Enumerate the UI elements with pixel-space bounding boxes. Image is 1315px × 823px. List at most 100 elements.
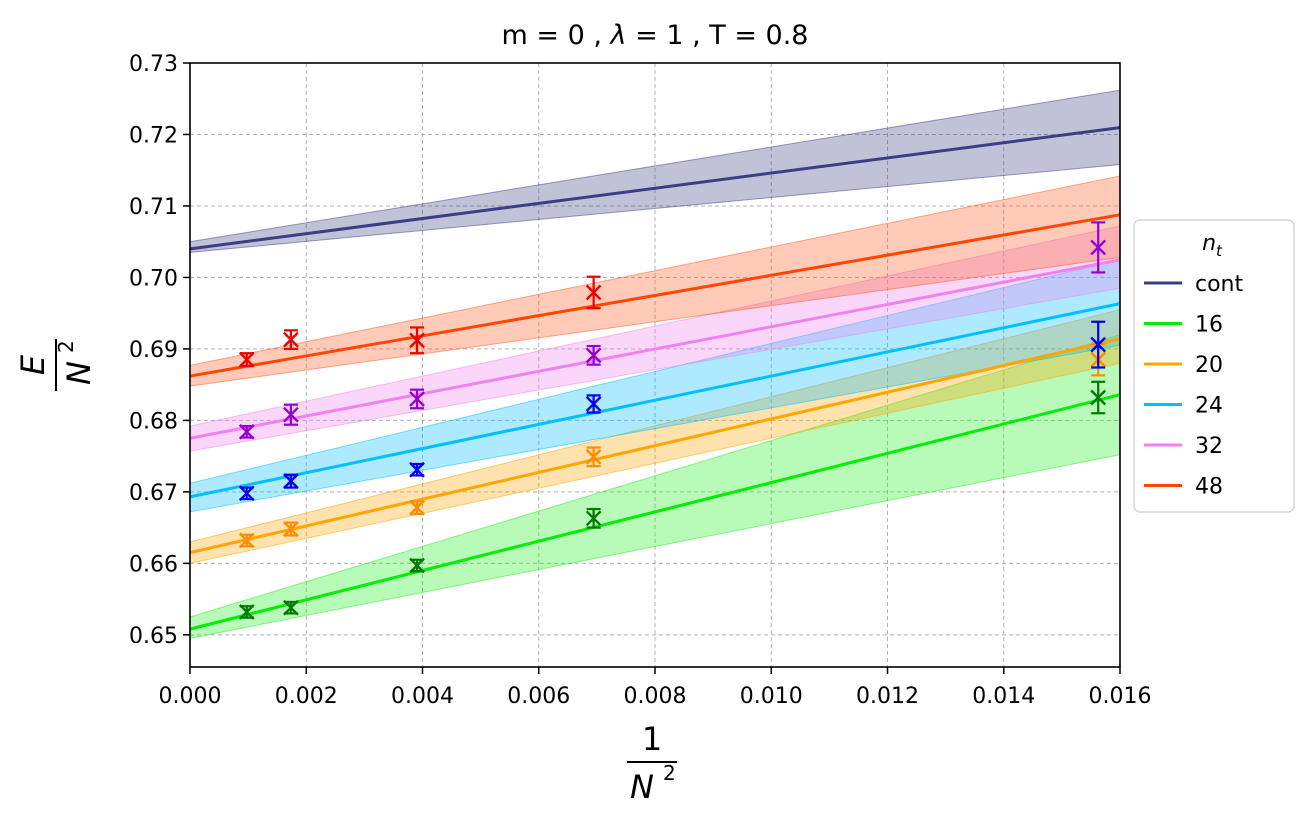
legend-title-subscript: t xyxy=(1216,242,1223,260)
legend-label: 48 xyxy=(1195,475,1223,500)
y-axis-label-numerator: E xyxy=(14,354,52,375)
point-20 xyxy=(409,499,425,516)
fit-line-cont xyxy=(189,126,1121,251)
fit-lines xyxy=(189,126,1121,631)
x-marker-stroke xyxy=(585,449,602,465)
x-marker-stroke xyxy=(283,521,299,537)
title-lambda-part: = 1 , T = 0.8 xyxy=(627,20,809,51)
x-tick-label: 0.008 xyxy=(624,684,687,709)
chart-title: m = 0 , λ = 1 , T = 0.8 xyxy=(502,20,809,51)
x-marker-stroke xyxy=(238,423,255,440)
x-marker-stroke xyxy=(283,331,299,348)
legend-entry-cont: cont xyxy=(1144,272,1243,297)
point-24 xyxy=(238,485,255,502)
x-tick-label: 0.002 xyxy=(275,684,338,709)
point-24 xyxy=(283,473,299,490)
legend-entries: cont 16 20 24 32 48 xyxy=(1144,272,1243,500)
x-marker-stroke xyxy=(283,599,299,616)
point-24 xyxy=(1090,320,1107,369)
legend-label: cont xyxy=(1195,272,1243,297)
point-32 xyxy=(238,423,255,440)
x-marker-stroke xyxy=(238,485,255,502)
point-24 xyxy=(409,461,425,478)
y-tick-label: 0.71 xyxy=(129,195,178,220)
point-32 xyxy=(1090,221,1107,274)
title-m-part: m = 0 , xyxy=(502,20,611,51)
legend-entry-32: 32 xyxy=(1144,434,1223,459)
x-marker-stroke xyxy=(409,499,425,516)
legend-label: 24 xyxy=(1195,394,1223,419)
x-marker-stroke xyxy=(409,461,425,478)
legend-entry-20: 20 xyxy=(1144,353,1223,378)
point-16 xyxy=(283,599,299,616)
x-marker-stroke xyxy=(1090,389,1107,406)
legend-label: 16 xyxy=(1195,313,1223,338)
x-axis-label: 1 N 2 xyxy=(627,720,677,806)
x-marker-stroke xyxy=(283,473,299,490)
legend-box xyxy=(1133,219,1295,513)
point-20 xyxy=(238,532,255,549)
fit-line-24 xyxy=(189,302,1121,499)
point-48 xyxy=(409,326,425,355)
grid-lines xyxy=(190,63,1120,667)
point-32 xyxy=(585,344,602,366)
x-axis-label-denominator: N xyxy=(630,768,654,806)
legend: nt cont 16 20 24 32 48 xyxy=(1133,219,1295,513)
x-axis-label-numerator: 1 xyxy=(642,720,662,758)
x-tick-label: 0.010 xyxy=(740,684,803,709)
y-tick-label: 0.70 xyxy=(129,266,178,291)
y-tick-label: 0.67 xyxy=(129,481,178,506)
point-48 xyxy=(238,351,255,368)
point-48 xyxy=(283,329,299,351)
y-tick-label: 0.69 xyxy=(129,338,178,363)
y-axis-label: E N 2 xyxy=(14,339,98,391)
x-marker-stroke xyxy=(585,284,602,301)
legend-title: nt xyxy=(1202,231,1223,260)
legend-entry-24: 24 xyxy=(1144,394,1223,419)
point-32 xyxy=(283,403,299,426)
point-16 xyxy=(1090,380,1107,415)
x-marker-stroke xyxy=(238,604,255,620)
x-tick-label: 0.014 xyxy=(972,684,1035,709)
x-tick-label: 0.004 xyxy=(391,684,454,709)
x-marker-stroke xyxy=(585,510,602,527)
y-axis-label-exponent: 2 xyxy=(54,340,78,353)
y-tick-label: 0.72 xyxy=(129,123,178,148)
fit-line-16 xyxy=(189,393,1121,631)
fit-line-20 xyxy=(189,337,1121,555)
point-20 xyxy=(585,446,602,468)
y-tick-label: 0.65 xyxy=(129,624,178,649)
point-16 xyxy=(238,604,255,620)
y-axis-label-denominator: N xyxy=(60,361,98,385)
fit-line-32 xyxy=(189,258,1121,440)
title-lambda-symbol: λ xyxy=(609,20,627,51)
y-tick-label: 0.68 xyxy=(129,409,178,434)
y-tick-label: 0.66 xyxy=(129,552,178,577)
x-tick-label: 0.016 xyxy=(1089,684,1152,709)
legend-label: 32 xyxy=(1195,434,1223,459)
legend-label: 20 xyxy=(1195,353,1223,378)
data-points xyxy=(238,221,1107,620)
x-marker-stroke xyxy=(409,557,425,574)
point-20 xyxy=(283,521,299,537)
fit-line-48 xyxy=(189,213,1121,378)
point-48 xyxy=(585,275,602,310)
x-marker-stroke xyxy=(283,406,299,423)
y-tick-label: 0.73 xyxy=(129,52,178,77)
x-axis-label-exponent: 2 xyxy=(663,761,676,785)
x-marker-stroke xyxy=(585,396,602,412)
x-marker-stroke xyxy=(1090,239,1107,256)
x-marker-stroke xyxy=(1090,336,1107,353)
x-tick-label: 0.000 xyxy=(159,684,222,709)
axis-ticks: 0.000 0.002 0.004 0.006 0.008 0.010 0.012 0.014… xyxy=(129,52,1151,709)
x-marker-stroke xyxy=(409,332,425,349)
x-tick-label: 0.012 xyxy=(856,684,919,709)
legend-title-main: n xyxy=(1202,231,1216,256)
point-32 xyxy=(409,388,425,410)
x-marker-stroke xyxy=(585,347,602,364)
point-16 xyxy=(409,557,425,574)
point-24 xyxy=(585,394,602,414)
legend-entry-48: 48 xyxy=(1144,475,1223,500)
